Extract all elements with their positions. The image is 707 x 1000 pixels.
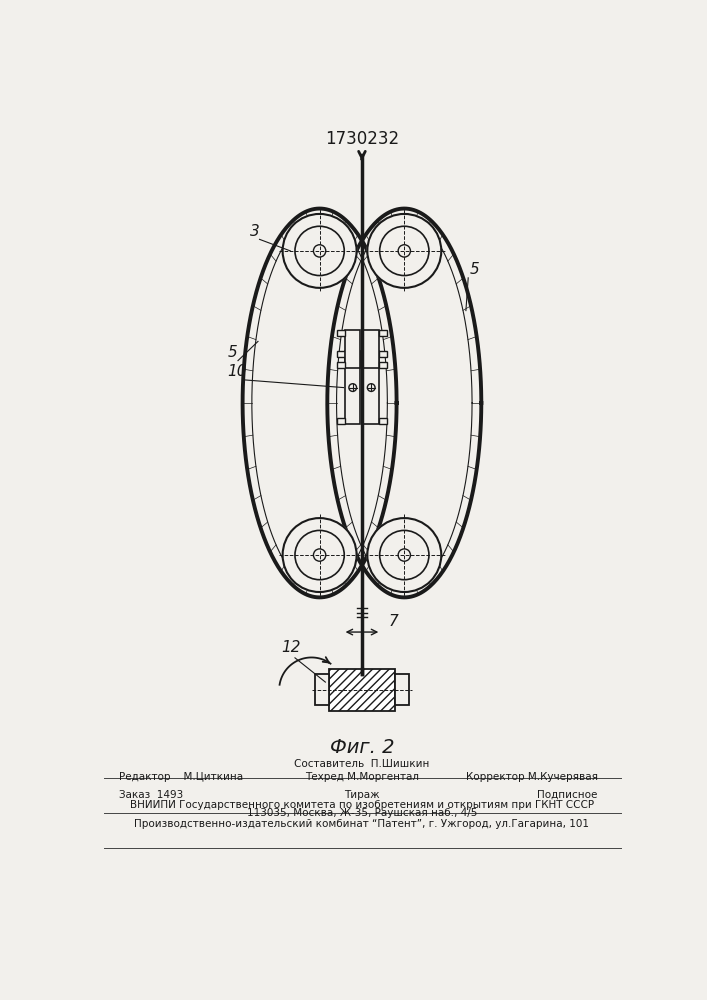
Circle shape <box>283 518 356 592</box>
Circle shape <box>349 384 356 391</box>
Text: Тираж: Тираж <box>344 790 380 800</box>
Bar <box>379 362 387 368</box>
Bar <box>363 330 379 368</box>
Bar <box>337 351 345 357</box>
Bar <box>315 674 329 705</box>
Text: 10: 10 <box>227 364 247 379</box>
Text: Редактор    М.Циткина: Редактор М.Циткина <box>119 772 243 782</box>
Circle shape <box>368 384 375 391</box>
Text: 12: 12 <box>281 640 300 655</box>
Circle shape <box>368 518 441 592</box>
Bar <box>395 674 409 705</box>
Bar <box>379 351 387 357</box>
Text: 3: 3 <box>250 224 260 238</box>
Text: Техред М.Моргентал: Техред М.Моргентал <box>305 772 419 782</box>
Bar <box>329 669 395 711</box>
Circle shape <box>398 549 411 561</box>
Circle shape <box>398 245 411 257</box>
Circle shape <box>313 549 326 561</box>
Text: Составитель  П.Шишкин: Составитель П.Шишкин <box>294 759 430 769</box>
Circle shape <box>368 214 441 288</box>
Circle shape <box>283 214 356 288</box>
Bar <box>337 330 345 336</box>
Polygon shape <box>243 209 397 597</box>
Text: 113035, Москва, Ж-35, Раушская наб., 4/5: 113035, Москва, Ж-35, Раушская наб., 4/5 <box>247 808 477 818</box>
Text: Заказ  1493: Заказ 1493 <box>119 790 184 800</box>
Text: Фиг. 2: Фиг. 2 <box>329 738 395 757</box>
Bar <box>345 330 361 368</box>
Bar <box>345 351 361 424</box>
Text: 5: 5 <box>227 345 237 360</box>
Polygon shape <box>327 209 481 597</box>
Text: 7: 7 <box>389 614 399 629</box>
Bar <box>379 330 387 336</box>
Text: ВНИИПИ Государственного комитета по изобретениям и открытиям при ГКНТ СССР: ВНИИПИ Государственного комитета по изоб… <box>130 800 594 810</box>
Bar <box>337 362 345 368</box>
Text: Производственно-издательский комбинат “Патент”, г. Ужгород, ул.Гагарина, 101: Производственно-издательский комбинат “П… <box>134 819 590 829</box>
Bar <box>337 418 345 424</box>
Text: Подписное: Подписное <box>537 790 597 800</box>
Bar <box>363 351 379 424</box>
Bar <box>379 418 387 424</box>
Text: 1730232: 1730232 <box>325 130 399 148</box>
Text: Корректор М.Кучерявая: Корректор М.Кучерявая <box>467 772 598 782</box>
Circle shape <box>313 245 326 257</box>
Text: 5: 5 <box>469 262 479 277</box>
